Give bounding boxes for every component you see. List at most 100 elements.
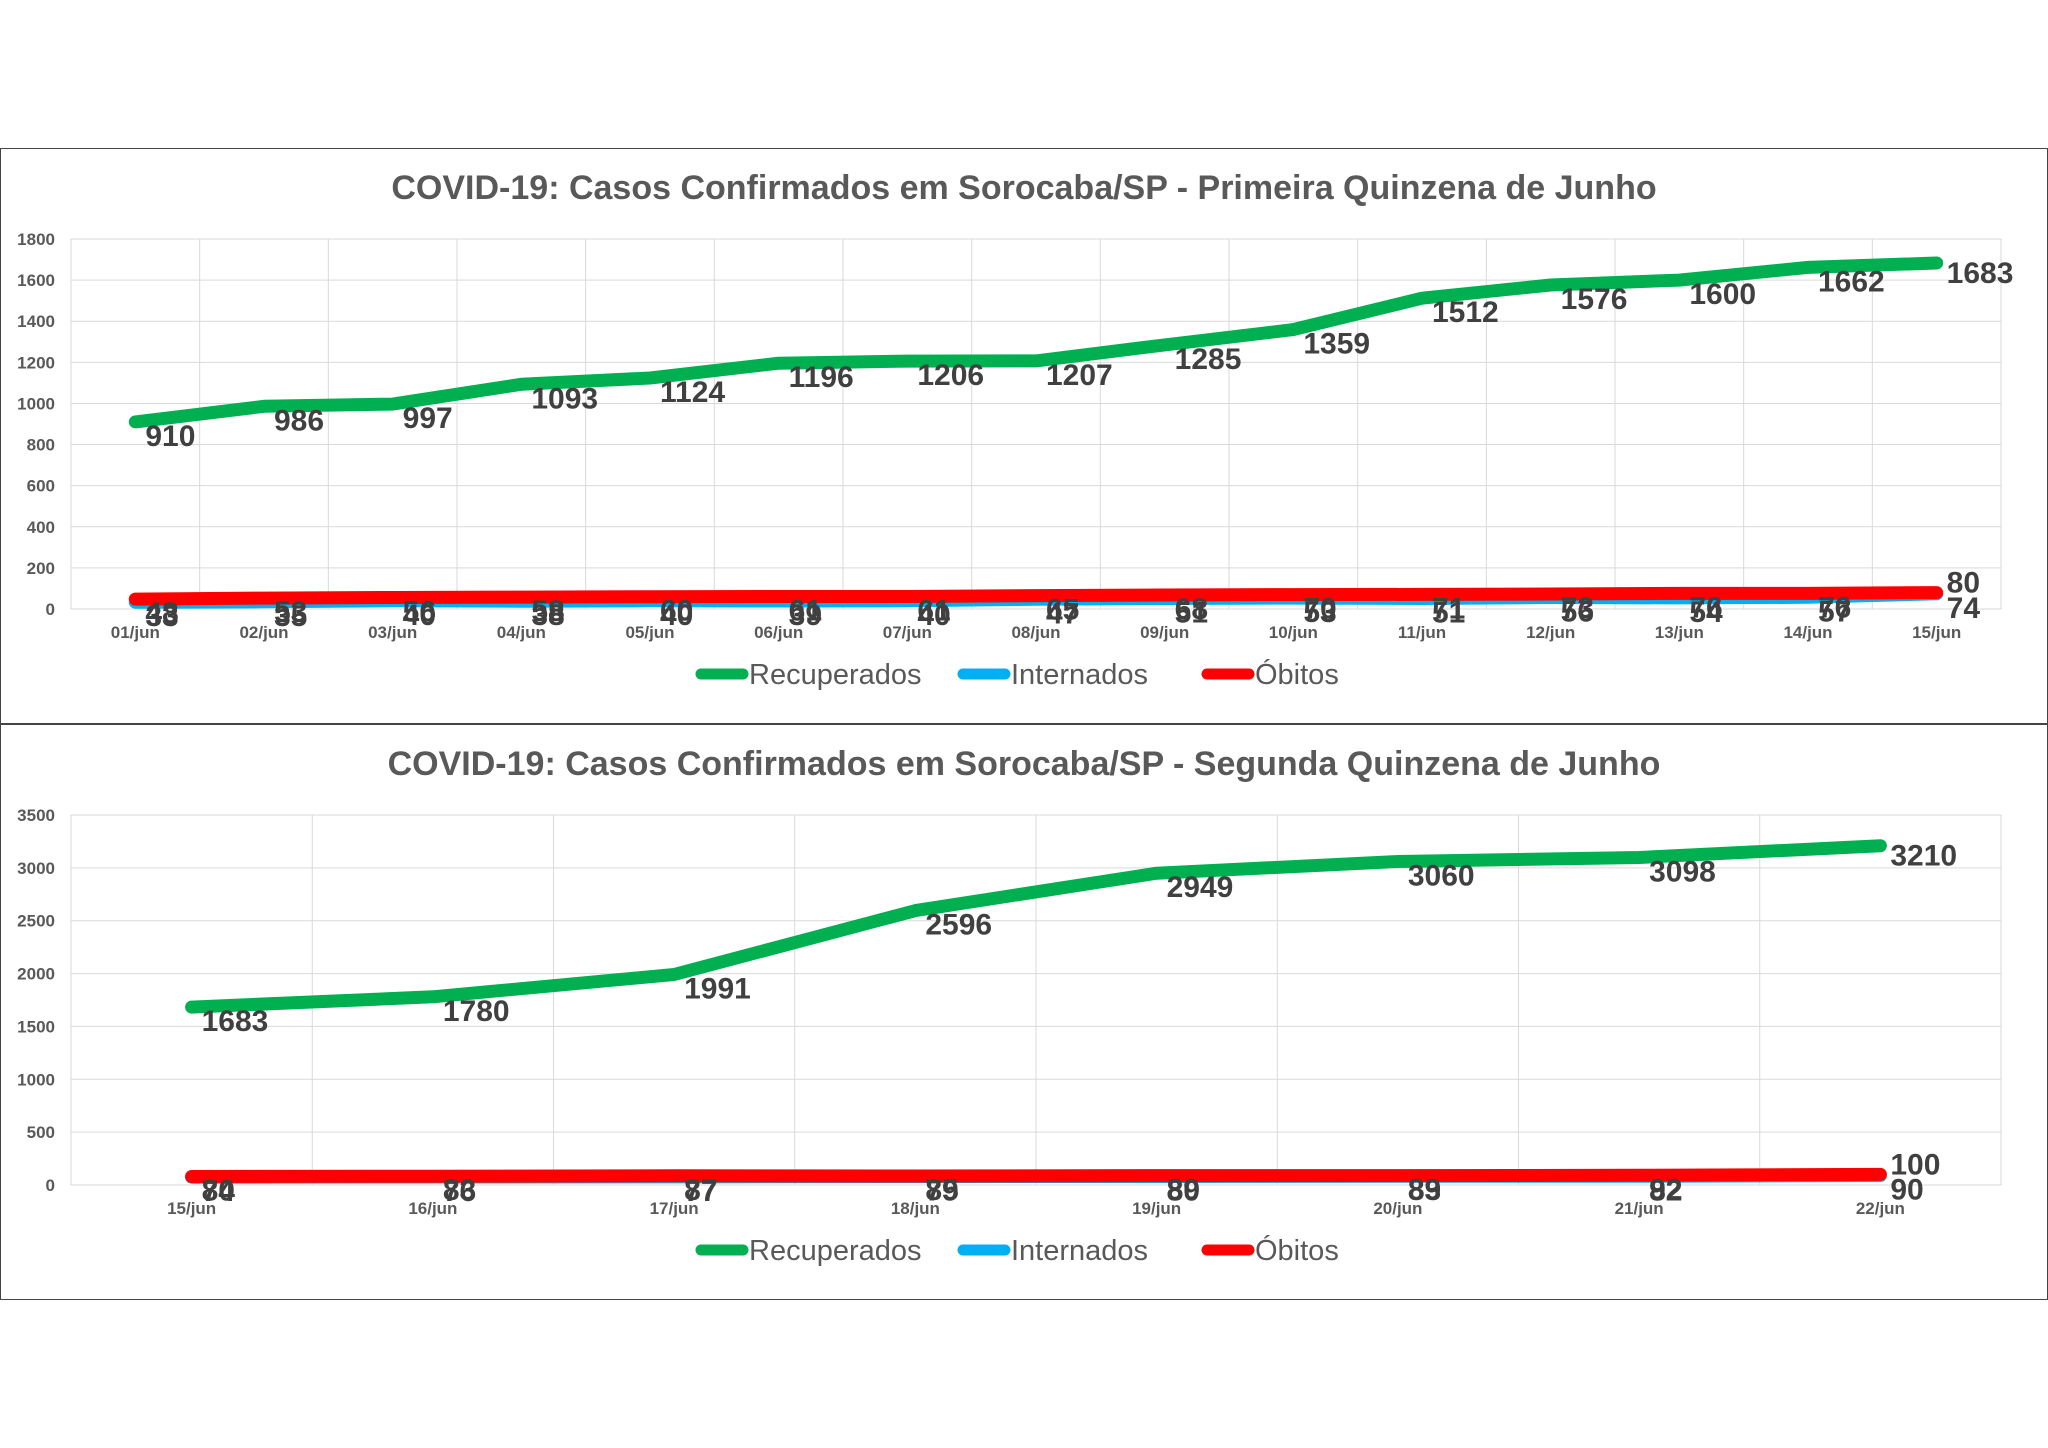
x-tick-label: 10/jun: [1269, 623, 1318, 642]
data-label-recuperados: 1991: [684, 973, 751, 1006]
data-label-internados: 51: [1432, 597, 1465, 630]
data-point-óbitos: [1807, 592, 1809, 595]
x-tick-label: 21/jun: [1615, 1199, 1664, 1218]
y-tick-label: 3000: [17, 859, 55, 878]
data-label-internados: 90: [1890, 1173, 1923, 1206]
x-tick-label: 17/jun: [650, 1199, 699, 1218]
data-point-óbitos: [1292, 593, 1295, 596]
data-label-óbitos: 76: [1818, 591, 1851, 624]
data-point-óbitos: [1155, 1174, 1158, 1177]
series-line-recuperados: [128, 256, 1944, 429]
data-label-óbitos: 92: [1649, 1173, 1682, 1206]
data-label-internados: 57: [1818, 595, 1851, 628]
x-tick-label: 15/jun: [167, 1199, 216, 1218]
data-label-internados: 35: [274, 600, 307, 633]
y-tick-label: 1500: [17, 1017, 55, 1036]
data-point-recuperados: [431, 995, 434, 998]
chart-title: COVID-19: Casos Confirmados em Sorocaba/…: [388, 745, 1661, 783]
y-tick-label: 1200: [17, 353, 55, 372]
data-label-recuperados: 1285: [1175, 343, 1242, 376]
y-tick-label: 0: [46, 600, 55, 619]
data-label-internados: 40: [917, 599, 950, 632]
data-point-recuperados: [1807, 266, 1809, 269]
data-label-óbitos: 53: [274, 596, 307, 629]
x-tick-label: 01/jun: [111, 623, 160, 642]
x-tick-label: 05/jun: [625, 623, 674, 642]
y-tick-label: 600: [27, 477, 55, 496]
data-label-internados: 51: [1175, 597, 1208, 630]
line-chart-second-fortnight: COVID-19: Casos Confirmados em Sorocaba/…: [17, 745, 2002, 1267]
data-point-óbitos: [673, 1174, 676, 1177]
x-tick-label: 13/jun: [1655, 623, 1704, 642]
data-point-recuperados: [391, 403, 394, 406]
data-label-internados: 53: [1303, 596, 1336, 629]
x-tick-label: 19/jun: [1132, 1199, 1181, 1218]
chart-panel-first-fortnight: COVID-19: Casos Confirmados em Sorocaba/…: [0, 148, 2048, 724]
data-label-recuperados: 3098: [1649, 855, 1716, 888]
y-tick-label: 200: [27, 559, 55, 578]
y-tick-label: 500: [27, 1123, 55, 1142]
data-label-recuperados: 2949: [1167, 871, 1234, 904]
data-point-recuperados: [134, 420, 137, 423]
data-label-óbitos: 87: [684, 1174, 717, 1207]
data-point-recuperados: [1678, 279, 1681, 282]
x-tick-label: 09/jun: [1140, 623, 1189, 642]
data-point-recuperados: [1638, 856, 1641, 859]
data-label-óbitos: 80: [1947, 567, 1980, 600]
y-tick-label: 2000: [17, 965, 55, 984]
y-tick-label: 800: [27, 436, 55, 455]
data-label-óbitos: 71: [1432, 592, 1465, 625]
data-label-recuperados: 1780: [443, 995, 510, 1028]
x-tick-label: 15/jun: [1912, 623, 1961, 642]
data-label-óbitos: 80: [202, 1175, 235, 1208]
data-label-internados: 79: [925, 1175, 958, 1208]
data-point-recuperados: [914, 909, 917, 912]
data-point-recuperados: [777, 362, 780, 365]
data-label-internados: 40: [660, 599, 693, 632]
data-label-recuperados: 997: [403, 402, 453, 435]
data-label-recuperados: 910: [145, 420, 195, 453]
data-point-óbitos: [391, 596, 394, 599]
legend-label-óbitos: Óbitos: [1255, 658, 1339, 691]
x-tick-label: 06/jun: [754, 623, 803, 642]
data-point-óbitos: [1638, 1174, 1641, 1177]
chart-panel-second-fortnight: COVID-19: Casos Confirmados em Sorocaba/…: [0, 724, 2048, 1300]
data-point-óbitos: [431, 1175, 434, 1178]
data-label-internados: 77: [684, 1175, 717, 1208]
data-label-óbitos: 56: [403, 595, 436, 628]
data-label-óbitos: 70: [1303, 593, 1336, 626]
data-point-recuperados: [1935, 262, 1938, 265]
line-chart-first-fortnight: COVID-19: Casos Confirmados em Sorocaba/…: [17, 169, 2014, 691]
data-label-internados: 47: [1046, 597, 1079, 630]
y-tick-label: 0: [46, 1176, 55, 1195]
data-label-recuperados: 1683: [1947, 257, 2014, 290]
data-label-internados: 74: [1947, 592, 1981, 625]
data-label-recuperados: 1124: [660, 376, 725, 409]
data-label-recuperados: 1207: [1046, 359, 1113, 392]
data-label-óbitos: 48: [145, 597, 178, 630]
y-tick-label: 1400: [17, 312, 55, 331]
data-label-recuperados: 986: [274, 404, 324, 437]
data-point-óbitos: [1421, 593, 1423, 596]
data-point-óbitos: [134, 598, 137, 601]
data-label-óbitos: 61: [917, 594, 950, 627]
data-label-recuperados: 1662: [1818, 265, 1885, 298]
y-tick-label: 3500: [17, 806, 55, 825]
legend-label-recuperados: Recuperados: [749, 1235, 922, 1267]
data-point-óbitos: [649, 595, 651, 598]
legend-label-óbitos: Óbitos: [1255, 1234, 1339, 1267]
data-label-recuperados: 1600: [1689, 278, 1756, 311]
data-label-recuperados: 3210: [1890, 840, 1957, 873]
data-label-óbitos: 89: [1408, 1174, 1441, 1207]
data-point-óbitos: [906, 595, 909, 598]
data-label-internados: 80: [1167, 1175, 1200, 1208]
data-point-recuperados: [673, 973, 676, 976]
data-point-óbitos: [1035, 594, 1037, 597]
x-tick-label: 02/jun: [239, 623, 288, 642]
legend-label-recuperados: Recuperados: [749, 659, 922, 691]
data-label-recuperados: 3060: [1408, 860, 1475, 893]
data-label-internados: 82: [1649, 1174, 1682, 1207]
data-label-óbitos: 61: [789, 594, 822, 627]
data-point-recuperados: [520, 383, 523, 386]
x-tick-label: 16/jun: [408, 1199, 457, 1218]
